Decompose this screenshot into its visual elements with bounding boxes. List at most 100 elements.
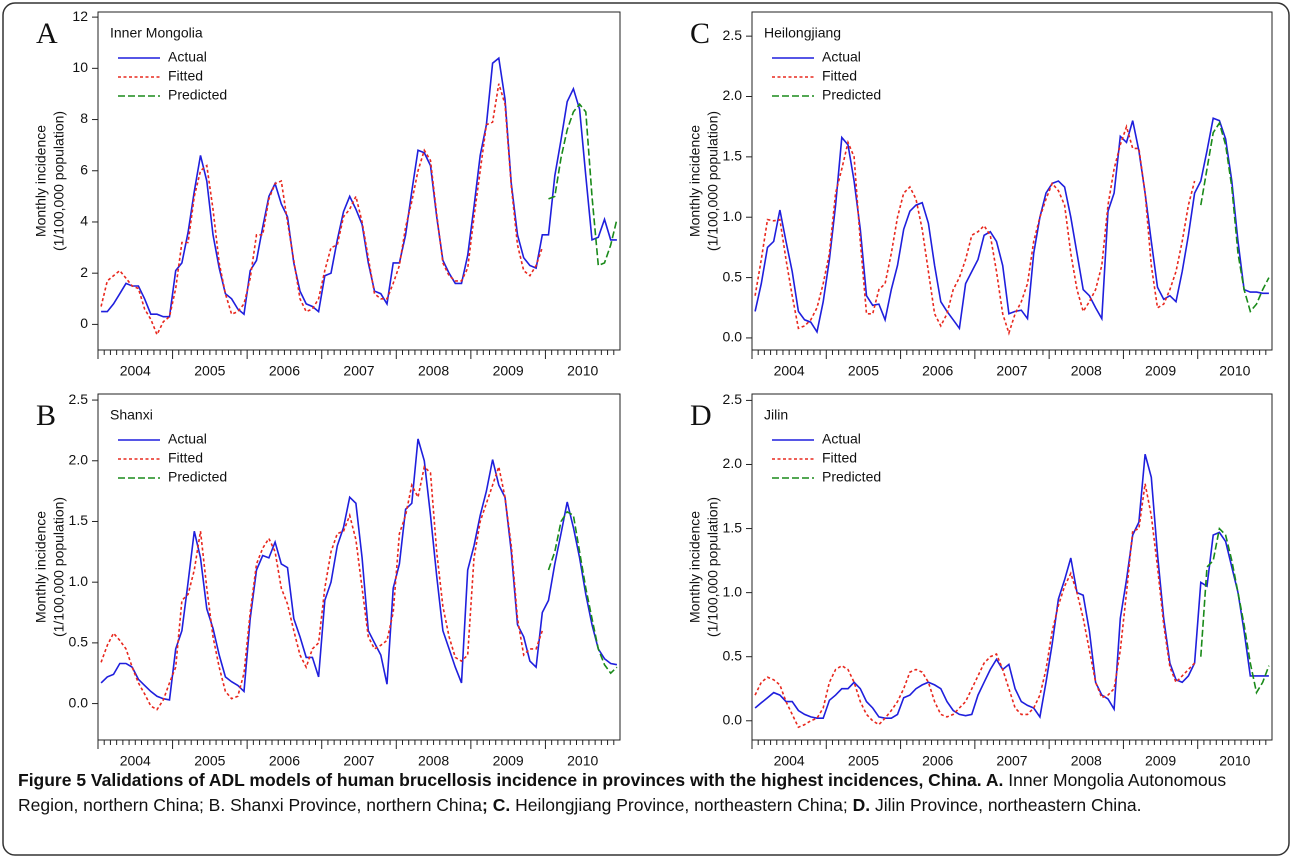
legend-label: Fitted — [168, 450, 203, 466]
y-tick-label: 2 — [80, 264, 88, 280]
x-tick-label: 2008 — [1071, 363, 1102, 379]
y-tick-label: 8 — [80, 110, 88, 126]
panel-title: Shanxi — [110, 407, 153, 423]
panel-label: B — [36, 399, 56, 432]
x-tick-label: 2010 — [1219, 363, 1250, 379]
caption: Figure 5 Validations of ADL models of hu… — [18, 768, 1274, 818]
legend-label: Actual — [822, 49, 861, 65]
y-axis-label: (1/100,000 population) — [705, 111, 721, 251]
caption-run: Figure 5 Validations of ADL models of hu… — [18, 770, 1004, 790]
series-line — [100, 463, 544, 711]
y-axis-label: Monthly incidence — [33, 511, 49, 623]
x-tick-label: 2007 — [343, 363, 374, 379]
series-line — [754, 453, 1269, 719]
y-tick-label: 4 — [80, 213, 88, 229]
y-tick-label: 1.5 — [723, 519, 743, 535]
panel-label: A — [36, 17, 58, 50]
legend-label: Actual — [168, 431, 207, 447]
panel-label: D — [690, 399, 712, 432]
x-tick-label: 2007 — [343, 753, 374, 769]
x-tick-label: 2006 — [922, 363, 953, 379]
x-tick-label: 2007 — [996, 363, 1027, 379]
legend-label: Predicted — [822, 87, 881, 103]
x-tick-label: 2004 — [774, 753, 805, 769]
y-tick-label: 2.0 — [69, 451, 89, 467]
x-tick-label: 2005 — [848, 753, 879, 769]
series-line — [100, 438, 618, 701]
legend-label: Fitted — [822, 68, 857, 84]
y-axis-label: Monthly incidence — [33, 125, 49, 237]
panel-title: Inner Mongolia — [110, 25, 203, 41]
x-tick-label: 2005 — [194, 753, 225, 769]
y-tick-label: 0.5 — [723, 268, 743, 284]
x-tick-label: 2004 — [120, 363, 151, 379]
y-tick-label: 0 — [80, 315, 88, 331]
x-tick-label: 2010 — [567, 363, 598, 379]
y-axis-label: (1/100,000 population) — [51, 111, 67, 251]
y-tick-label: 6 — [80, 161, 88, 177]
series-line — [1200, 526, 1270, 695]
y-tick-label: 0.0 — [723, 711, 743, 727]
series-line — [754, 117, 1269, 334]
caption-run: D. — [852, 795, 871, 815]
y-tick-label: 2.0 — [723, 455, 743, 471]
y-tick-label: 10 — [72, 59, 88, 75]
y-tick-label: 1.5 — [723, 148, 743, 164]
y-axis-label: (1/100,000 population) — [51, 497, 67, 637]
y-axis-label: Monthly incidence — [687, 125, 703, 237]
y-tick-label: 0.0 — [69, 694, 89, 710]
y-tick-label: 2.0 — [723, 87, 743, 103]
y-tick-label: 1.0 — [723, 208, 743, 224]
legend-label: Actual — [822, 431, 861, 447]
x-tick-label: 2006 — [269, 363, 300, 379]
x-tick-label: 2009 — [493, 753, 524, 769]
panel-title: Jilin — [764, 407, 788, 423]
x-tick-label: 2009 — [1145, 753, 1176, 769]
y-axis-label: Monthly incidence — [687, 511, 703, 623]
y-tick-label: 1.5 — [69, 512, 89, 528]
caption-run: Heilongjiang Province, northeastern Chin… — [510, 795, 853, 815]
panel-title: Heilongjiang — [764, 25, 841, 41]
x-tick-label: 2004 — [120, 753, 151, 769]
series-line — [547, 510, 618, 675]
x-tick-label: 2004 — [774, 363, 805, 379]
series-line — [754, 124, 1196, 336]
x-tick-label: 2007 — [996, 753, 1027, 769]
panel-label: C — [690, 17, 710, 50]
x-tick-label: 2009 — [493, 363, 524, 379]
x-tick-label: 2010 — [1219, 753, 1250, 769]
y-tick-label: 0.5 — [69, 634, 89, 650]
legend-label: Fitted — [822, 450, 857, 466]
x-tick-label: 2005 — [194, 363, 225, 379]
y-tick-label: 2.5 — [723, 27, 743, 43]
x-tick-label: 2010 — [567, 753, 598, 769]
caption-run: Jilin Province, northeastern China. — [870, 795, 1142, 815]
y-axis-label: (1/100,000 population) — [705, 497, 721, 637]
series-line — [1200, 121, 1270, 314]
legend-label: Predicted — [822, 469, 881, 485]
series-line — [101, 56, 617, 318]
y-tick-label: 12 — [72, 8, 88, 24]
y-tick-label: 2.5 — [723, 391, 743, 407]
y-tick-label: 1.0 — [723, 583, 743, 599]
y-tick-label: 2.5 — [69, 391, 89, 407]
x-tick-label: 2008 — [418, 363, 449, 379]
series-line — [548, 102, 618, 267]
x-tick-label: 2006 — [269, 753, 300, 769]
y-tick-label: 1.0 — [69, 573, 89, 589]
caption-run: Inner Mongolia Autonomous Region, northe… — [18, 770, 1227, 815]
y-tick-label: 0.5 — [723, 647, 743, 663]
legend-label: Fitted — [168, 68, 203, 84]
caption-run: ; C. — [482, 795, 511, 815]
x-tick-label: 2006 — [922, 753, 953, 769]
legend-label: Predicted — [168, 469, 227, 485]
series-line — [100, 83, 544, 337]
x-tick-label: 2008 — [418, 753, 449, 769]
x-tick-label: 2009 — [1145, 363, 1176, 379]
x-tick-label: 2005 — [848, 363, 879, 379]
series-line — [754, 483, 1196, 729]
legend-label: Predicted — [168, 87, 227, 103]
